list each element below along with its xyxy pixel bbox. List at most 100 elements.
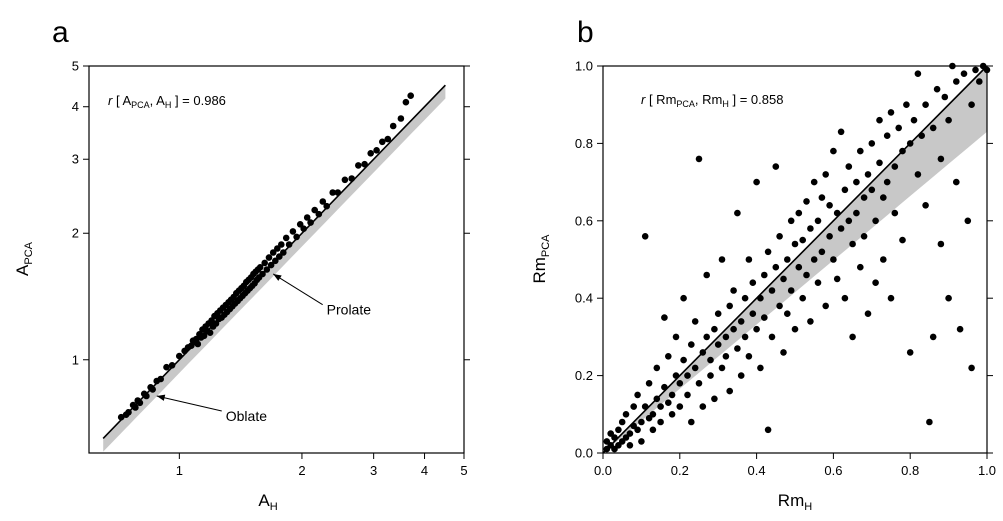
data-point [741, 294, 749, 302]
y-tick-label: 0.2 [575, 368, 593, 383]
data-point [883, 178, 891, 186]
panel-a-correlation: r [ APCA, AH ] = 0.986 [108, 93, 226, 110]
oblate-arrow-head [156, 394, 166, 401]
x-tick-label: 4 [421, 463, 428, 478]
data-point [194, 340, 202, 348]
data-point [206, 329, 214, 337]
data-point [764, 426, 772, 434]
data-point [857, 147, 864, 155]
y-tick-label: 0.8 [575, 136, 593, 151]
data-point [657, 403, 664, 410]
data-point [618, 418, 626, 426]
data-point [745, 353, 753, 360]
data-point [653, 395, 661, 403]
data-point [402, 98, 410, 106]
data-point [626, 442, 634, 449]
data-point [634, 391, 641, 399]
data-point [149, 386, 156, 393]
x-tick-label: 0.6 [824, 463, 842, 478]
data-point [830, 147, 837, 155]
data-point [626, 430, 634, 437]
data-point [341, 176, 349, 184]
data-point [265, 254, 273, 261]
data-point [688, 418, 695, 426]
data-point [776, 302, 783, 310]
data-point [657, 418, 664, 426]
data-point [807, 225, 814, 232]
y-tick-label: 1 [72, 352, 79, 367]
data-point [280, 249, 287, 256]
data-point [814, 217, 822, 225]
data-point [726, 302, 733, 310]
data-point [880, 256, 887, 263]
data-point [918, 132, 925, 139]
data-point [860, 233, 868, 240]
data-point [761, 271, 768, 279]
y-tick-label: 5 [72, 59, 79, 74]
data-point [887, 294, 895, 302]
data-point [776, 233, 783, 240]
data-point [132, 404, 139, 411]
data-point [672, 372, 680, 379]
data-point [714, 341, 722, 348]
data-point [803, 271, 810, 279]
data-point [638, 418, 645, 426]
data-point [300, 225, 308, 232]
data-point [274, 245, 281, 252]
x-tick-label: 0.0 [594, 463, 612, 478]
data-point [814, 279, 822, 287]
data-point [922, 101, 929, 108]
data-point [953, 78, 960, 85]
data-point [630, 403, 637, 410]
data-point [757, 294, 764, 302]
data-point [864, 171, 872, 178]
data-point [699, 349, 707, 356]
y-tick-label: 0.0 [575, 446, 593, 461]
data-point [864, 310, 872, 318]
data-point [718, 256, 726, 263]
data-point [143, 392, 150, 400]
data-point [891, 163, 899, 170]
data-point [615, 426, 622, 434]
data-point [968, 364, 975, 372]
data-point [968, 101, 975, 108]
y-tick-label: 3 [72, 152, 79, 167]
data-point [726, 387, 733, 395]
data-point [397, 115, 405, 122]
data-point [945, 294, 952, 302]
data-point [910, 116, 918, 124]
data-point [289, 228, 297, 235]
data-point [876, 159, 883, 167]
data-point [634, 426, 641, 434]
data-point [319, 198, 327, 205]
data-point [734, 209, 741, 217]
panel-b-x-ticks: 0.0 0.2 0.4 0.6 0.8 1.0 [594, 453, 996, 478]
data-point [367, 150, 375, 157]
data-point [691, 364, 699, 372]
data-point [787, 287, 795, 294]
data-point [163, 363, 170, 371]
data-point [645, 380, 653, 387]
data-point [753, 325, 760, 333]
data-point [764, 248, 772, 256]
data-point [315, 210, 323, 218]
data-point [348, 175, 356, 182]
data-point [703, 333, 710, 341]
data-point [311, 206, 319, 214]
data-point [684, 391, 691, 399]
data-point [157, 375, 164, 383]
data-point [672, 333, 680, 341]
data-point [649, 411, 657, 418]
data-point [665, 353, 672, 360]
data-point [741, 333, 749, 341]
panel-b-y-axis-label: RmPCA [530, 234, 552, 284]
data-point [334, 189, 342, 196]
data-point [668, 411, 676, 418]
data-point [787, 217, 795, 225]
data-point [810, 178, 818, 186]
data-point [818, 194, 826, 201]
x-tick-label: 2 [298, 463, 305, 478]
data-point [711, 395, 718, 403]
data-point [799, 294, 806, 302]
prolate-arrow [272, 273, 323, 306]
